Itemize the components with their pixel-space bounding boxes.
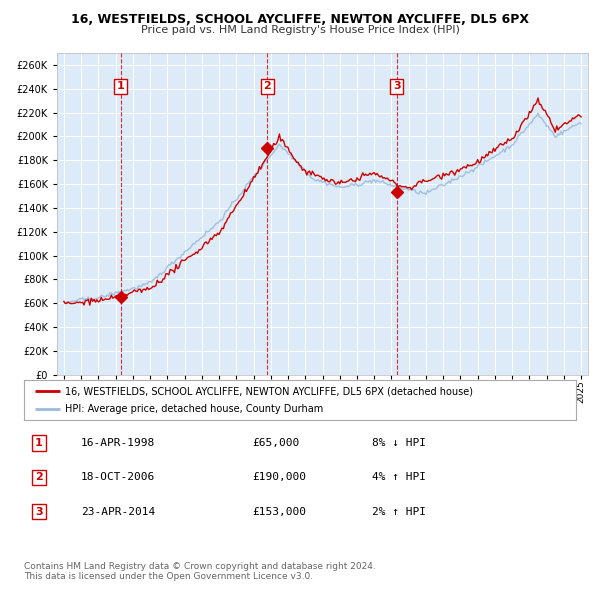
Text: 18-OCT-2006: 18-OCT-2006	[81, 473, 155, 482]
Text: 2% ↑ HPI: 2% ↑ HPI	[372, 507, 426, 516]
Text: 1: 1	[35, 438, 43, 448]
Text: 16, WESTFIELDS, SCHOOL AYCLIFFE, NEWTON AYCLIFFE, DL5 6PX: 16, WESTFIELDS, SCHOOL AYCLIFFE, NEWTON …	[71, 13, 529, 26]
Text: 16-APR-1998: 16-APR-1998	[81, 438, 155, 448]
Text: £65,000: £65,000	[252, 438, 299, 448]
Text: Contains HM Land Registry data © Crown copyright and database right 2024.: Contains HM Land Registry data © Crown c…	[24, 562, 376, 571]
Text: This data is licensed under the Open Government Licence v3.0.: This data is licensed under the Open Gov…	[24, 572, 313, 581]
Text: 3: 3	[393, 81, 401, 91]
Text: Price paid vs. HM Land Registry's House Price Index (HPI): Price paid vs. HM Land Registry's House …	[140, 25, 460, 35]
Text: 3: 3	[35, 507, 43, 516]
Text: £190,000: £190,000	[252, 473, 306, 482]
Text: 8% ↓ HPI: 8% ↓ HPI	[372, 438, 426, 448]
Text: HPI: Average price, detached house, County Durham: HPI: Average price, detached house, Coun…	[65, 404, 323, 414]
Text: 2: 2	[35, 473, 43, 482]
Text: 16, WESTFIELDS, SCHOOL AYCLIFFE, NEWTON AYCLIFFE, DL5 6PX (detached house): 16, WESTFIELDS, SCHOOL AYCLIFFE, NEWTON …	[65, 386, 473, 396]
Text: 2: 2	[263, 81, 271, 91]
Text: 4% ↑ HPI: 4% ↑ HPI	[372, 473, 426, 482]
Text: 1: 1	[117, 81, 124, 91]
Text: 23-APR-2014: 23-APR-2014	[81, 507, 155, 516]
Text: £153,000: £153,000	[252, 507, 306, 516]
